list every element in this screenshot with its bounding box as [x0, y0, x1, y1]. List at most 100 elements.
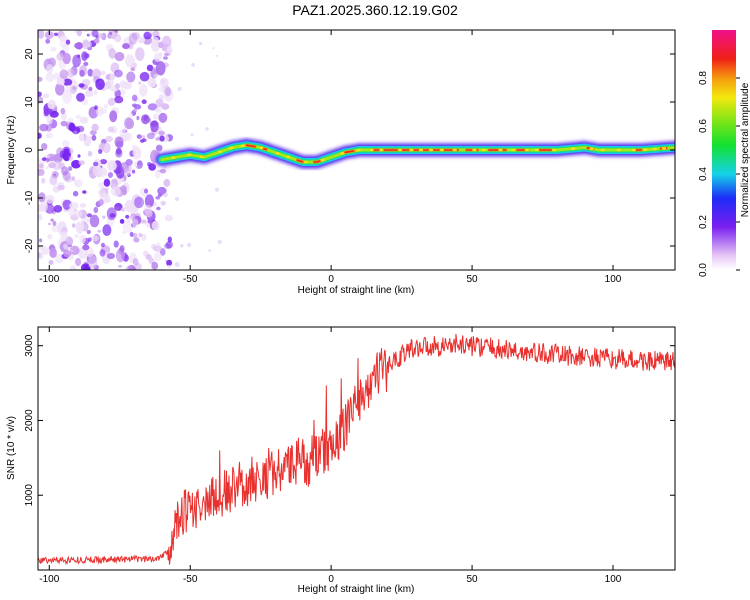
- noise-blob: [86, 213, 92, 218]
- noise-blob: [98, 188, 106, 198]
- noise-blob: [114, 35, 122, 43]
- noise-blob: [87, 68, 94, 77]
- noise-blob: [140, 219, 145, 224]
- noise-blob: [158, 112, 168, 123]
- noise-blob: [38, 192, 46, 203]
- noise-blob: [62, 89, 72, 104]
- noise-blob: [166, 40, 169, 43]
- noise-blob: [161, 103, 170, 110]
- noise-blob: [38, 91, 42, 97]
- noise-blob: [129, 231, 134, 237]
- noise-blob: [145, 254, 152, 260]
- noise-blob: [75, 114, 82, 120]
- colorbar-tick-label: 0.0: [698, 263, 709, 277]
- x-tick-label: 100: [605, 274, 622, 285]
- noise-blob: [59, 150, 65, 159]
- noise-blob: [107, 172, 114, 178]
- noise-blob: [141, 233, 147, 241]
- noise-blob: [91, 235, 99, 242]
- noise-blob: [155, 107, 162, 113]
- noise-region: [38, 30, 222, 270]
- ridge-dot: [356, 148, 361, 152]
- noise-blob: [131, 218, 139, 229]
- noise-blob: [48, 222, 51, 226]
- y-tick-label: 2000: [24, 409, 35, 432]
- noise-blob: [60, 107, 66, 115]
- noise-blob: [71, 159, 81, 169]
- noise-blob: [82, 190, 87, 194]
- ridge-dot: [570, 147, 576, 151]
- noise-blob: [153, 245, 163, 252]
- noise-blob: [156, 144, 163, 152]
- noise-blob: [78, 160, 85, 166]
- noise-blob: [50, 46, 57, 52]
- noise-blob: [77, 154, 81, 158]
- noise-blob: [205, 127, 209, 131]
- noise-blob: [126, 71, 136, 83]
- noise-blob: [153, 52, 162, 62]
- noise-blob: [163, 178, 171, 187]
- noise-blob: [132, 108, 137, 113]
- noise-blob: [126, 218, 131, 224]
- noise-blob: [60, 231, 68, 241]
- noise-blob: [67, 207, 76, 217]
- ridge-peak-core: [344, 150, 355, 154]
- noise-blob: [49, 156, 54, 162]
- noise-blob: [47, 99, 56, 110]
- figure-title: PAZ1.2025.360.12.19.G02: [292, 2, 458, 18]
- noise-blob: [122, 43, 130, 50]
- noise-blob: [87, 150, 93, 157]
- noise-blob: [151, 220, 160, 231]
- noise-blob: [61, 166, 69, 176]
- noise-blob: [138, 81, 142, 85]
- noise-blob: [146, 224, 150, 228]
- noise-blob: [70, 249, 74, 252]
- noise-blob: [144, 208, 153, 218]
- top-y-axis-label: Frequency (Hz): [6, 116, 17, 185]
- noise-blob: [72, 54, 81, 68]
- ridge-dot: [379, 148, 384, 152]
- noise-blob: [41, 143, 48, 151]
- noise-blob: [187, 242, 192, 248]
- ridge-dot: [275, 152, 280, 155]
- noise-blob: [42, 93, 50, 99]
- noise-blob: [71, 176, 76, 182]
- noise-blob: [42, 157, 47, 162]
- noise-blob: [155, 98, 164, 108]
- noise-blob: [174, 262, 180, 267]
- noise-blob: [99, 159, 108, 165]
- noise-blob: [163, 52, 169, 57]
- noise-blob: [45, 194, 55, 204]
- noise-blob: [148, 163, 157, 171]
- noise-blob: [78, 133, 85, 142]
- noise-blob: [97, 33, 105, 39]
- noise-blob: [174, 196, 180, 202]
- ridge-dot: [228, 146, 234, 150]
- noise-blob: [158, 41, 164, 48]
- noise-blob: [109, 31, 113, 36]
- noise-blob: [107, 126, 115, 133]
- noise-blob: [86, 230, 91, 234]
- noise-blob: [167, 265, 171, 269]
- noise-blob: [115, 248, 125, 263]
- noise-blob: [136, 134, 142, 140]
- noise-blob: [137, 36, 145, 44]
- noise-blob: [63, 78, 73, 86]
- noise-blob: [38, 213, 43, 221]
- noise-blob: [84, 89, 94, 97]
- noise-blob: [76, 92, 85, 102]
- noise-blob: [74, 42, 84, 49]
- noise-blob: [99, 168, 103, 174]
- noise-blob: [163, 192, 168, 198]
- noise-blob: [98, 149, 103, 154]
- noise-blob: [156, 242, 161, 246]
- x-tick-label: -50: [183, 574, 198, 585]
- y-tick-label: 0: [24, 147, 35, 153]
- noise-blob: [78, 83, 85, 88]
- y-tick-label: -10: [24, 190, 35, 205]
- bottom-x-ticks: -100 -50 0 50 100: [39, 327, 622, 585]
- noise-blob: [99, 249, 106, 257]
- ridge-dot: [409, 148, 414, 152]
- noise-blob: [145, 117, 152, 123]
- noise-blob: [41, 177, 46, 184]
